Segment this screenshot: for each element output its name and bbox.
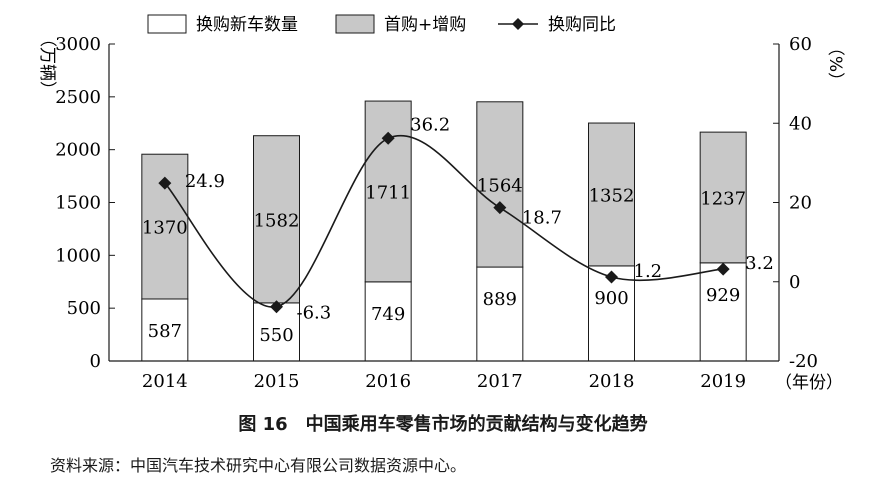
bar-label-replacement-2014: 587 [148,321,182,342]
y-tick-label-2500: 2500 [55,87,101,108]
line-point-2014 [158,176,172,190]
line-point-2017 [493,201,507,215]
bar-first-additional-2015 [253,135,300,304]
bar-replacement-2014 [141,298,189,362]
x-tick-label-2018: 2018 [589,371,635,392]
y2-tick-label-60: 60 [789,34,812,55]
line-label-2014: 24.9 [185,171,225,192]
legend-label-first-additional: 首购+增购 [384,15,466,35]
bar-label-replacement-2018: 900 [594,288,628,309]
bar-first-additional-2018 [588,122,635,267]
line-label-2019: 3.2 [745,253,774,274]
bar-label-first-additional-2017: 1564 [477,175,523,196]
chart-svg: 587 1370 550 1582 749 1711 889 1564 900 1352 929 12… [37,14,845,393]
bar-label-replacement-2019: 929 [706,285,740,306]
x-tick-label-2016: 2016 [365,371,411,392]
line-label-2017: 18.7 [522,208,562,229]
y-tick-label-500: 500 [67,298,101,319]
y2-axis-title: （%） [825,39,845,89]
bar-label-replacement-2016: 749 [371,304,405,325]
y2-tick-label--20: -20 [789,351,818,372]
line-point-2018 [605,270,618,284]
figure-number: 图 16 [238,414,288,435]
bar-label-first-additional-2016: 1711 [365,182,411,203]
bar-replacement-2017 [476,266,524,362]
legend-swatch-first-additional [335,14,375,34]
x-tick-label-2019: 2019 [700,371,746,392]
figure-title: 中国乘用车零售市场的贡献结构与变化趋势 [305,414,648,435]
y-tick-label-2000: 2000 [55,140,101,161]
bar-first-additional-2019 [699,131,747,264]
bar-label-first-additional-2015: 1582 [254,210,300,231]
bar-label-first-additional-2014: 1370 [142,218,188,239]
bar-first-additional-2016 [364,100,412,283]
line-point-2015 [270,300,283,314]
x-tick-label-2014: 2014 [142,371,188,392]
y-axis-title: （万辆） [37,30,57,98]
bar-replacement-2019 [699,262,747,362]
line-label-2018: 1.2 [634,261,663,282]
bar-first-additional-2017 [476,101,524,268]
figure-caption: 图 16 中国乘用车零售市场的贡献结构与变化趋势 [0,410,886,436]
x-axis-title: （年份） [775,373,843,393]
source-note: 资料来源：中国汽车技术研究中心有限公司数据资源中心。 [50,456,467,475]
x-tick-label-2017: 2017 [477,371,523,392]
legend-swatch-replacement [147,14,187,34]
y-tick-label-1000: 1000 [55,245,101,266]
line-label-2015: -6.3 [297,303,332,324]
y-tick-label-1500: 1500 [55,193,101,214]
x-tick-label-2015: 2015 [254,371,300,392]
y2-tick-label-0: 0 [789,272,800,293]
legend-label-replacement: 换购新车数量 [196,15,298,35]
y2-tick-label-20: 20 [789,193,812,214]
bar-label-first-additional-2018: 1352 [589,185,635,206]
y-tick-label-3000: 3000 [55,34,101,55]
y-tick-label-0: 0 [90,351,101,372]
bar-label-first-additional-2019: 1237 [700,188,746,209]
y2-tick-label-40: 40 [789,113,812,134]
legend-marker-yoy [512,18,524,30]
bar-label-replacement-2015: 550 [259,325,293,346]
line-point-2016 [381,131,395,145]
legend-label-yoy: 换购同比 [548,15,616,35]
line-point-2019 [716,262,730,276]
bar-label-replacement-2017: 889 [483,289,517,310]
line-label-2016: 36.2 [410,114,450,135]
